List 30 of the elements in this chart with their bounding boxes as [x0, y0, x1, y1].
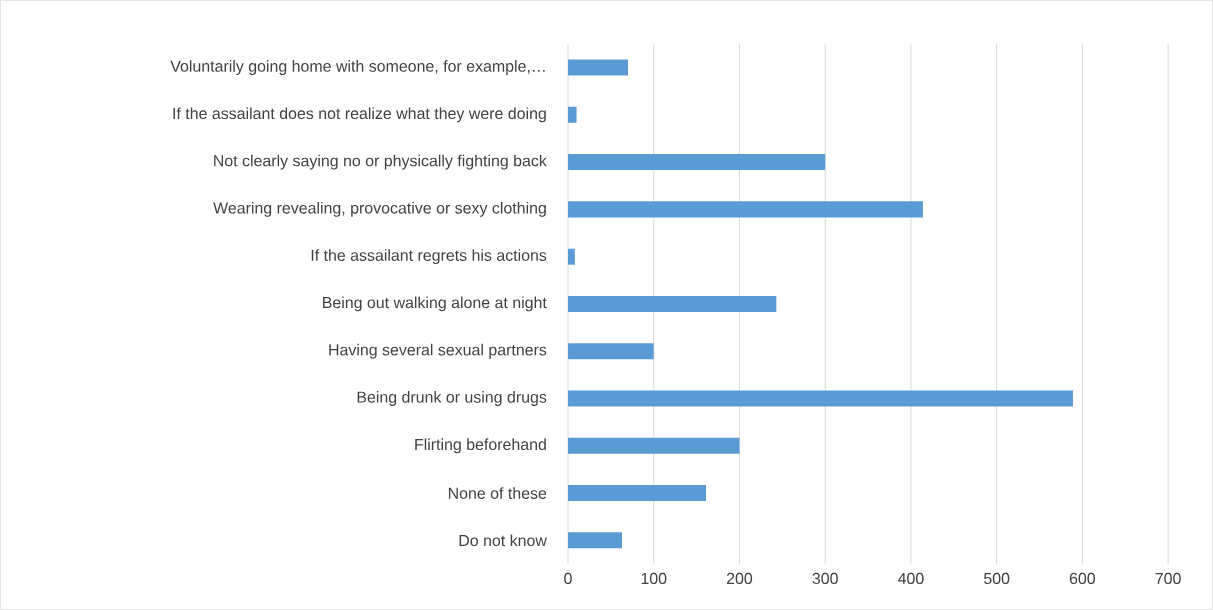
x-tick-label: 600	[1069, 572, 1096, 585]
bar	[568, 437, 740, 454]
y-tick-label: Not clearly saying no or physically fighting back	[214, 154, 547, 170]
x-tick-label: 200	[726, 572, 753, 585]
y-tick-label: Being drunk or using drugs	[357, 391, 547, 406]
y-tick-label: Voluntarily going home with someone, for example,…	[170, 60, 545, 76]
y-tick-label: Having several sexual partners	[329, 343, 547, 359]
bar	[568, 390, 1073, 407]
y-tick-label: If the assailant does not realize what they were doing	[173, 107, 546, 123]
bar	[568, 343, 654, 360]
y-tick-label: Being out walking alone at night	[323, 296, 547, 312]
x-tick-label: 0	[564, 572, 572, 585]
x-tick-label: 100	[641, 572, 667, 585]
bar	[568, 295, 777, 312]
y-tick-label: Do not know	[459, 534, 547, 547]
y-tick-label: None of these	[448, 487, 547, 499]
x-tick-label: 300	[812, 572, 838, 585]
bar	[568, 485, 707, 502]
x-tick-label: 500	[983, 572, 1010, 585]
x-tick-label: 400	[897, 572, 924, 585]
bar	[568, 106, 577, 123]
y-tick-label: Flirting beforehand	[415, 438, 546, 454]
x-tick-label: 700	[1155, 572, 1181, 585]
bar	[568, 59, 629, 76]
y-tick-label: If the assailant regrets his actions	[311, 249, 547, 265]
bar	[568, 201, 923, 218]
bar	[568, 154, 826, 171]
y-tick-label: Wearing revealing, provocative or sexy clothing	[213, 201, 546, 217]
bar	[568, 248, 575, 265]
bar	[568, 532, 623, 549]
